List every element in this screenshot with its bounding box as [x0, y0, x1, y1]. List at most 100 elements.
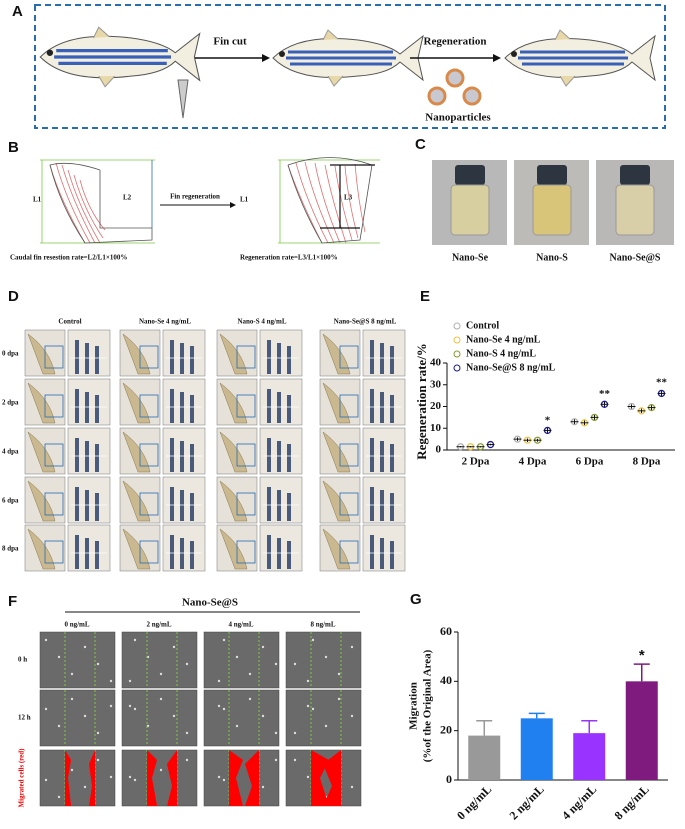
panel-label: G — [410, 591, 422, 608]
fin-ray — [95, 493, 99, 521]
x-tick-label: 8 Dpa — [633, 456, 661, 468]
zoom-box — [44, 443, 64, 467]
y-axis-label: Regeneration rate/% — [414, 343, 429, 460]
fin-ray — [370, 535, 374, 569]
cell — [128, 704, 132, 708]
cell — [83, 785, 87, 789]
fin-ray — [170, 389, 174, 423]
fin-ray — [190, 346, 194, 374]
fin-ray — [170, 438, 174, 472]
fin-shape — [219, 333, 248, 375]
column-label: 2 ng/mL — [146, 621, 171, 629]
cell — [337, 697, 341, 701]
fin-ray — [190, 541, 194, 569]
zoom-box — [339, 394, 359, 418]
cell-photo — [285, 689, 362, 747]
zoom-box — [139, 394, 159, 418]
significance: * — [639, 647, 645, 664]
y-tick-label: 0 — [446, 772, 452, 786]
significance: ** — [656, 377, 668, 389]
zoom-box — [236, 345, 256, 369]
fin-ray — [390, 493, 394, 521]
zoom-box — [236, 394, 256, 418]
cell — [217, 679, 221, 683]
migrated-area — [323, 750, 341, 806]
cell — [324, 724, 328, 728]
y-tick-label: 0 — [436, 444, 442, 456]
fin-ray — [267, 487, 271, 521]
cell — [57, 655, 61, 659]
cell — [44, 707, 48, 711]
formula: Caudal fin resestion rate=L2/L1×100% — [10, 254, 127, 262]
panel-label: C — [415, 136, 426, 153]
fish — [503, 28, 657, 88]
cell-photo — [203, 749, 280, 807]
cell — [185, 662, 189, 666]
zoom-box — [139, 540, 159, 564]
column-label: Nano-Se 4 ng/mL — [139, 318, 191, 326]
legend-marker — [453, 336, 461, 344]
cell — [222, 778, 226, 782]
cell — [235, 655, 239, 659]
row-label: 0 h — [18, 656, 27, 664]
fin-ray — [380, 343, 384, 374]
zoom-box — [236, 540, 256, 564]
measure-label: L2 — [123, 194, 132, 202]
fin-shape — [122, 333, 151, 375]
cell — [293, 758, 297, 762]
y-tick-label: 40 — [430, 357, 442, 369]
y-tick-label: 30 — [430, 378, 442, 390]
arrowhead — [262, 54, 270, 62]
cell — [306, 679, 310, 683]
scissors — [177, 79, 189, 119]
fin-ray — [180, 490, 184, 521]
fin-ray — [370, 438, 374, 472]
cell — [159, 697, 163, 701]
fin-ray — [380, 490, 384, 521]
fin-ray — [170, 340, 174, 374]
cell — [128, 679, 132, 683]
legend-marker — [453, 322, 461, 330]
fin-ray — [180, 538, 184, 569]
fin-ray — [267, 389, 271, 423]
cell — [311, 707, 315, 711]
cell — [133, 778, 137, 782]
row-label: 0 dpa — [2, 350, 19, 358]
cell — [274, 758, 278, 762]
fin-ray — [380, 538, 384, 569]
y-tick-label: 20 — [440, 722, 452, 736]
bar — [468, 735, 501, 780]
fin-ray — [85, 490, 89, 521]
fin-ray — [180, 343, 184, 374]
zoom-box — [339, 540, 359, 564]
arrowhead — [230, 202, 236, 208]
vial-label: Nano-Se@S — [610, 252, 661, 263]
fin-shape — [322, 333, 351, 375]
y-tick-label: 20 — [430, 400, 442, 412]
cell-photo — [39, 749, 116, 807]
x-tick-label: 8 ng/mL — [611, 782, 651, 822]
cell — [222, 707, 226, 711]
fin-shape — [219, 431, 248, 473]
cell — [311, 638, 315, 642]
migrated-area — [229, 750, 243, 806]
fin-ray — [380, 441, 384, 472]
measure-label: L1 — [33, 196, 42, 204]
fin-ray — [287, 493, 291, 521]
column-label: 0 ng/mL — [64, 621, 89, 629]
cell — [128, 775, 132, 779]
formula: Regeneration rate=L3/L1×100% — [240, 254, 338, 262]
zoom-box — [44, 492, 64, 516]
cell — [274, 731, 278, 735]
zoom-box — [339, 345, 359, 369]
fin-shape — [122, 528, 151, 570]
fin-ray — [180, 441, 184, 472]
legend-label: Nano-Se@S 8 ng/mL — [466, 362, 556, 373]
cell — [306, 704, 310, 708]
cell-photo — [203, 631, 280, 689]
legend-marker — [453, 364, 461, 372]
caption: Nanoparticles — [425, 112, 491, 124]
fin-shape — [27, 333, 56, 375]
fin-ray — [85, 392, 89, 423]
